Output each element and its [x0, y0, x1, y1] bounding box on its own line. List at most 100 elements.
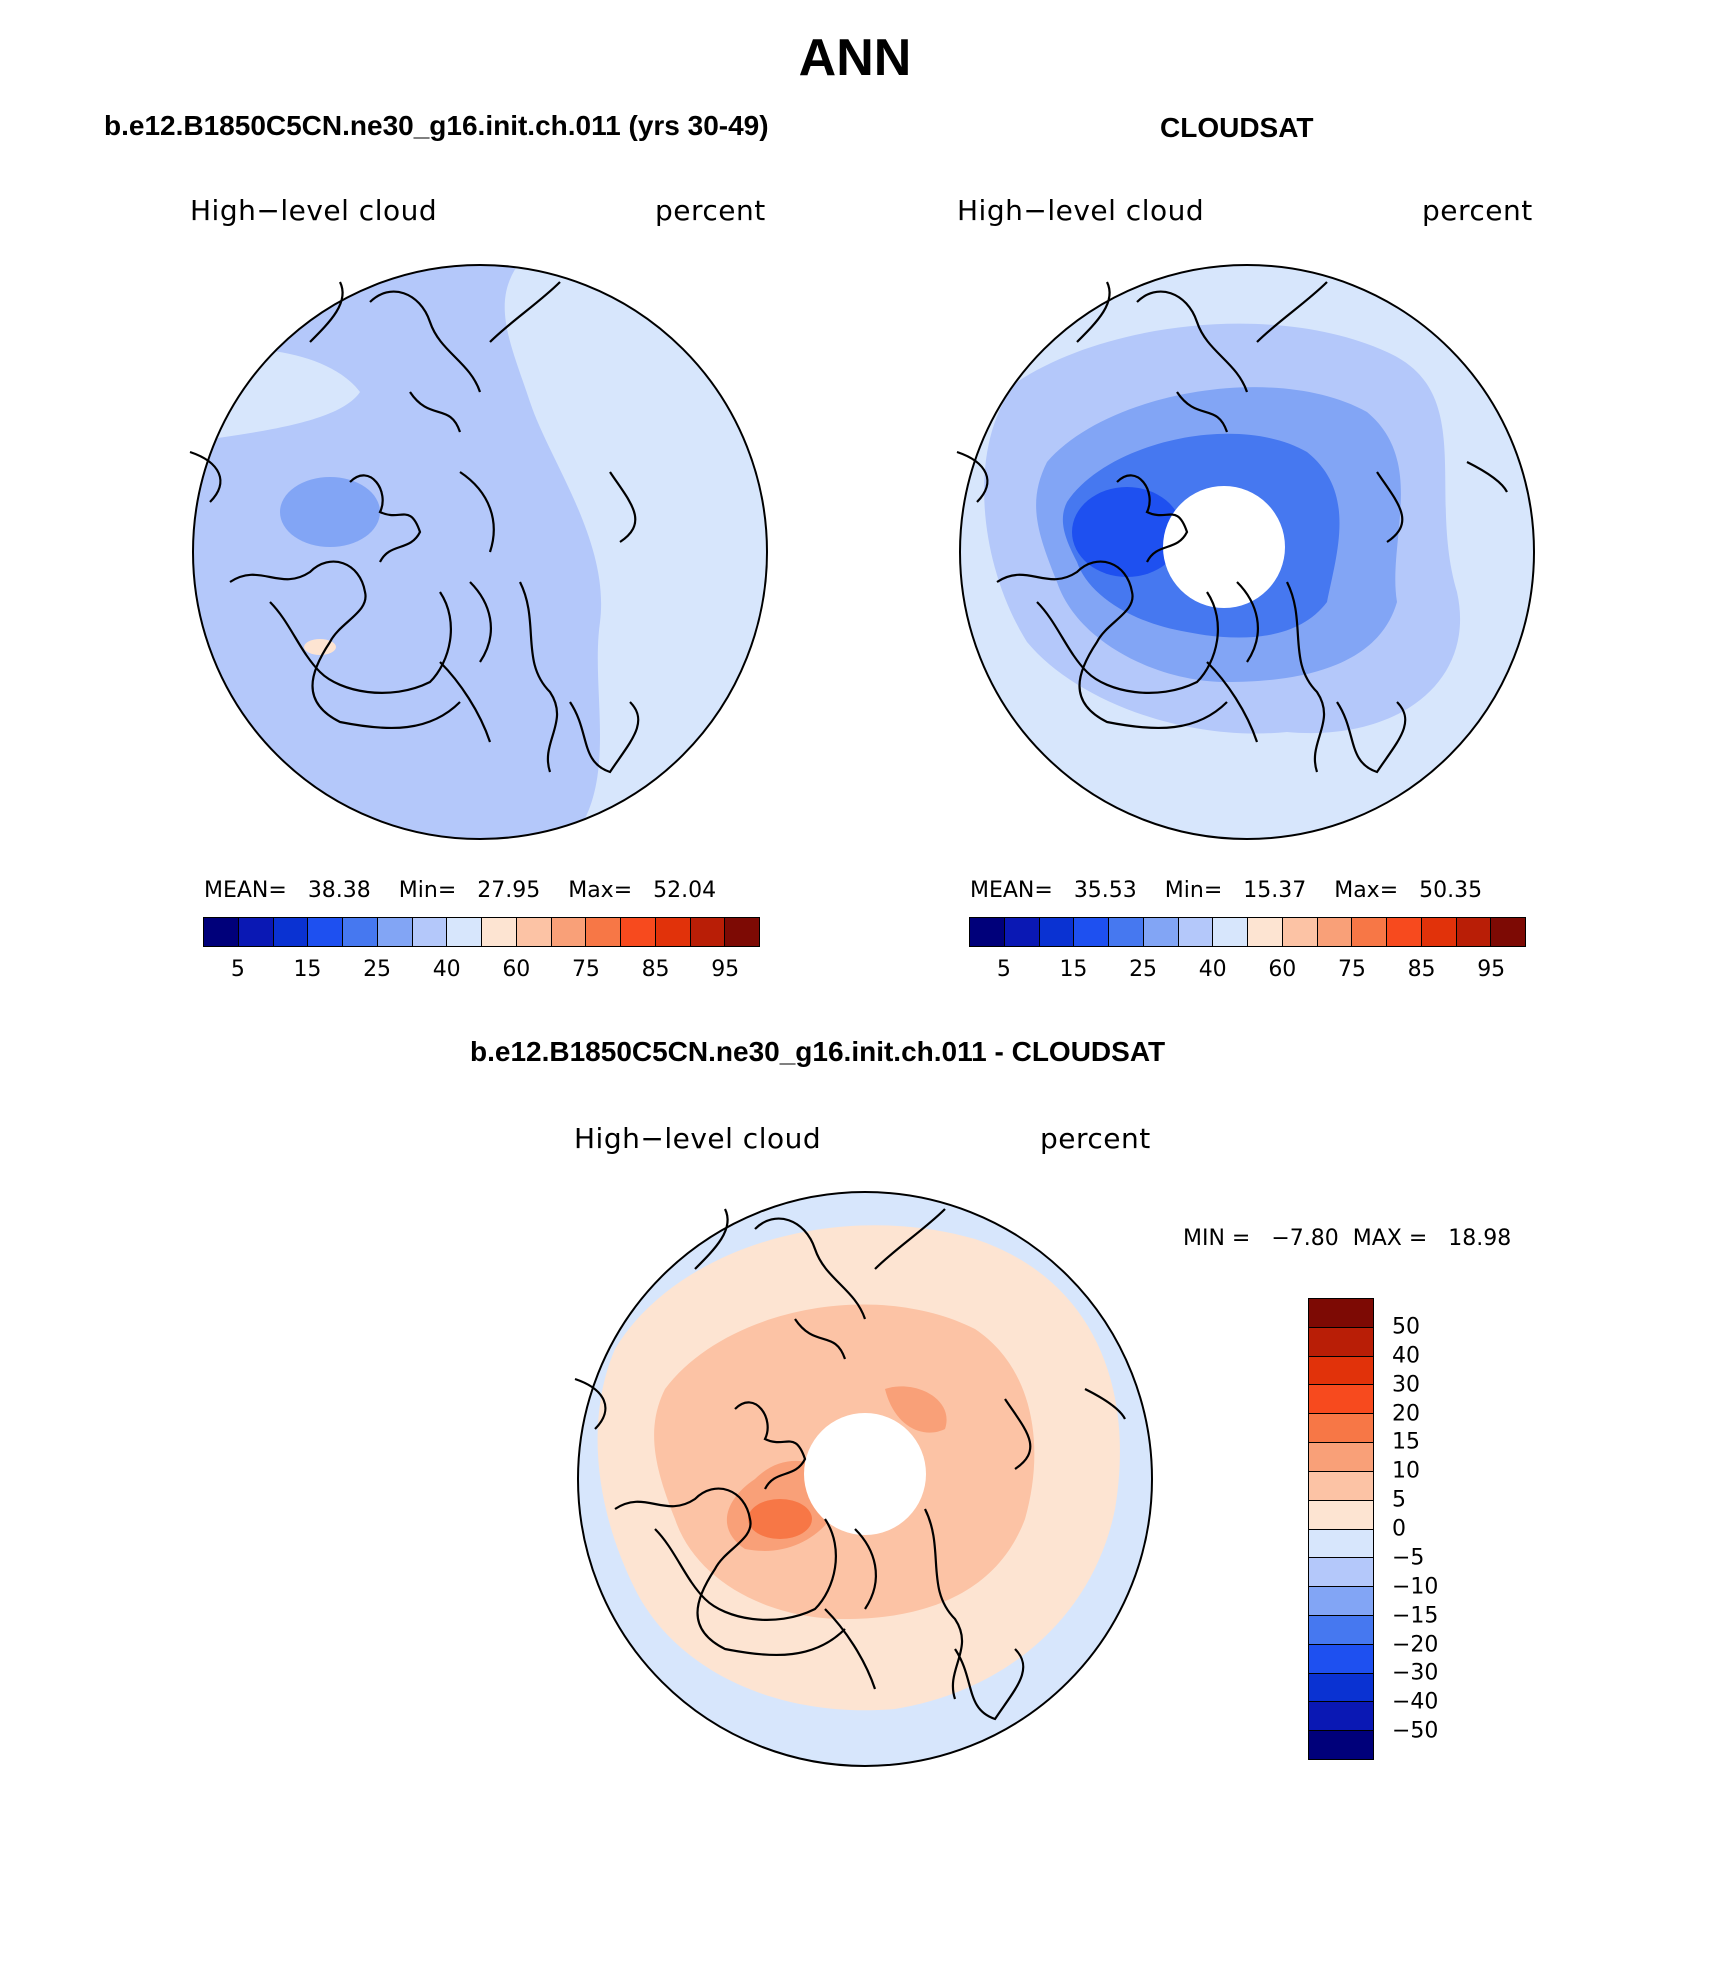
colorbar-tick-label: −20 — [1392, 1632, 1439, 1657]
colorbar-swatch — [1109, 918, 1144, 946]
colorbar-swatch — [1309, 1558, 1373, 1588]
mean-value: 38.38 — [307, 878, 371, 903]
colorbar-tick-label: 10 — [1392, 1458, 1420, 1484]
colorbar-tick-label: 25 — [363, 957, 392, 982]
colorbar-swatch — [1421, 918, 1457, 946]
colorbar-swatch — [1143, 918, 1179, 946]
min-value: −7.80 — [1271, 1226, 1339, 1251]
colorbar-tick-label: 20 — [1392, 1401, 1420, 1426]
panel-model-case-title: b.e12.B1850C5CN.ne30_g16.init.ch.011 (yr… — [104, 110, 769, 141]
map-fill-ten-spot — [748, 1499, 812, 1539]
max-label: Max= — [568, 878, 633, 903]
map-boundary — [577, 1191, 1153, 1767]
colorbar-swatch — [1352, 918, 1387, 946]
colorbar-tick-label: −50 — [1392, 1718, 1439, 1744]
colorbar-tick-label: 0 — [1392, 1516, 1406, 1542]
colorbar-tick-label: 60 — [502, 957, 531, 982]
panel-diff-stats: MIN = −7.80 MAX = 18.98 — [1183, 1226, 1511, 1251]
colorbar-swatch — [1309, 1587, 1373, 1616]
min-value: 27.95 — [477, 878, 541, 903]
panel-model-colorbar-ticks: 5 15 25 40 60 75 85 95 — [203, 957, 760, 987]
colorbar-tick-label: 15 — [1392, 1429, 1420, 1455]
colorbar-swatch — [655, 918, 691, 946]
colorbar-swatch — [1039, 918, 1075, 946]
colorbar-swatch — [1309, 1673, 1373, 1703]
panel-obs-units: percent — [1422, 194, 1533, 227]
colorbar-swatch — [1309, 1356, 1373, 1386]
colorbar-tick-label: −5 — [1392, 1545, 1425, 1571]
map-fill-lightband-right — [504, 265, 767, 839]
panel-model-stats: MEAN= 38.38 Min= 27.95 Max= 52.04 — [204, 878, 716, 903]
panel-diff-units: percent — [1040, 1122, 1151, 1155]
main-title: ANN — [798, 29, 912, 87]
colorbar-tick-label: 40 — [432, 957, 461, 982]
colorbar-swatch — [1309, 1702, 1373, 1732]
colorbar-swatch — [1248, 918, 1283, 946]
panel-obs-case-title: CLOUDSAT — [1160, 112, 1314, 143]
min-label: Min= — [1164, 878, 1223, 903]
max-value: 18.98 — [1448, 1226, 1512, 1251]
map-missing-data-hole — [804, 1413, 926, 1535]
colorbar-swatch — [1309, 1443, 1373, 1472]
panel-obs-polar-map — [956, 264, 1535, 840]
colorbar-swatch — [1387, 918, 1422, 946]
colorbar-swatch — [1309, 1471, 1373, 1501]
colorbar-swatch — [1178, 918, 1214, 946]
colorbar-swatch — [1317, 918, 1353, 946]
colorbar-tick-label: 60 — [1268, 957, 1297, 982]
mean-value: 35.53 — [1073, 878, 1137, 903]
min-label: MIN = — [1183, 1226, 1251, 1251]
colorbar-tick-label: 5 — [1392, 1487, 1406, 1513]
panel-diff-colorbar — [1308, 1298, 1374, 1760]
colorbar-swatch — [970, 918, 1005, 946]
max-label: Max= — [1334, 878, 1399, 903]
min-label: Min= — [398, 878, 457, 903]
coastlines — [574, 1208, 1126, 1721]
colorbar-tick-label: 30 — [1392, 1372, 1420, 1398]
colorbar-swatch — [1456, 918, 1492, 946]
panel-model-units: percent — [655, 194, 766, 227]
colorbar-swatch — [1282, 918, 1318, 946]
colorbar-tick-label: 15 — [293, 957, 322, 982]
panel-diff-case-title: b.e12.B1850C5CN.ne30_g16.init.ch.011 - C… — [470, 1036, 1166, 1067]
panel-obs-stats: MEAN= 35.53 Min= 15.37 Max= 50.35 — [970, 878, 1482, 903]
max-value: 52.04 — [653, 878, 717, 903]
colorbar-tick-label: 75 — [1337, 957, 1366, 982]
panel-obs-colorbar-ticks: 5 15 25 40 60 75 85 95 — [969, 957, 1526, 987]
colorbar-swatch — [343, 918, 378, 946]
colorbar-tick-label: −15 — [1392, 1603, 1439, 1629]
colorbar-swatch — [621, 918, 656, 946]
colorbar-swatch — [1309, 1731, 1373, 1759]
panel-diff-variable: High−level cloud — [574, 1122, 822, 1155]
colorbar-tick-label: 85 — [1407, 957, 1436, 982]
map-fill-band-ten-b — [885, 1386, 947, 1433]
colorbar-swatch — [551, 918, 587, 946]
colorbar-tick-label: 25 — [1129, 957, 1158, 982]
colorbar-tick-label: −30 — [1392, 1660, 1439, 1686]
colorbar-tick-label: 5 — [230, 957, 245, 982]
map-missing-data-hole — [1163, 486, 1285, 608]
colorbar-swatch — [1309, 1644, 1373, 1674]
min-value: 15.37 — [1243, 878, 1307, 903]
colorbar-tick-label: 75 — [571, 957, 600, 982]
colorbar-swatch — [1309, 1327, 1373, 1357]
colorbar-swatch — [1309, 1500, 1373, 1530]
colorbar-tick-label: 15 — [1059, 957, 1088, 982]
colorbar-swatch — [1004, 918, 1040, 946]
colorbar-tick-label: 85 — [641, 957, 670, 982]
map-boundary — [959, 264, 1535, 840]
panel-model-polar-map — [189, 264, 768, 840]
colorbar-swatch — [447, 918, 482, 946]
mean-label: MEAN= — [970, 878, 1053, 903]
colorbar-swatch — [273, 918, 309, 946]
colorbar-swatch — [516, 918, 552, 946]
colorbar-swatch — [377, 918, 413, 946]
colorbar-swatch — [412, 918, 448, 946]
colorbar-swatch — [1309, 1299, 1373, 1328]
panel-model-colorbar — [203, 917, 760, 947]
colorbar-swatch — [1309, 1385, 1373, 1415]
panel-diff-colorbar-ticks: 50 40 30 20 15 10 5 0 −5 −10 −15 −20 −30 −40 −50 — [1392, 1298, 1472, 1760]
colorbar-swatch — [308, 918, 343, 946]
colorbar-swatch — [1309, 1529, 1373, 1559]
panel-diff-polar-map — [574, 1191, 1153, 1767]
